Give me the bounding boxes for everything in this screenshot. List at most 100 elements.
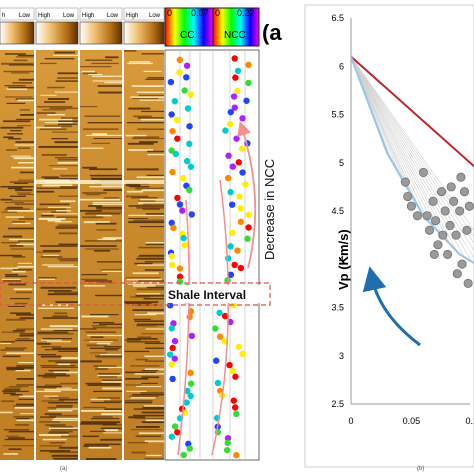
log-texture-stripe: [136, 325, 157, 327]
log-texture-stripe: [60, 117, 78, 120]
log-texture-stripe: [83, 221, 110, 224]
log-texture-stripe: [127, 62, 153, 65]
log-texture-stripe: [12, 82, 33, 84]
log-texture-stripe: [39, 203, 70, 206]
cc-label: CC: [180, 30, 194, 41]
ncc-dot: [234, 87, 241, 95]
log-texture-stripe: [80, 198, 120, 201]
log-texture-stripe: [91, 178, 122, 180]
chart-axes: 2.5 3 3.5 4 4.5 5 5.5 6 6.5 0 0.05 0.1: [331, 13, 474, 426]
chart-points: [400, 167, 474, 288]
log-texture-stripe: [19, 109, 30, 111]
data-point: [400, 177, 410, 187]
log-texture-stripe: [84, 339, 119, 341]
log-texture-stripe: [9, 238, 34, 241]
log-texture-stripe: [128, 205, 164, 207]
log-texture-stripe: [18, 179, 34, 181]
log-texture-stripe: [47, 406, 72, 409]
log-texture-stripe: [18, 194, 34, 196]
log-texture-stripe: [56, 387, 72, 389]
log-texture-stripe: [104, 82, 122, 84]
log-texture-stripe: [57, 158, 78, 161]
ncc-dot: [239, 169, 246, 176]
log-texture-stripe: [144, 440, 164, 443]
log-texture-stripe: [142, 203, 164, 205]
log-texture-stripe: [15, 370, 31, 372]
log-texture-stripe: [95, 355, 122, 357]
log-texture-stripe: [131, 138, 164, 140]
log-texture-stripe: [90, 402, 121, 404]
log-texture-stripe: [126, 168, 159, 171]
log-texture-stripe: [55, 227, 78, 229]
log-texture-stripe: [40, 94, 57, 96]
log-texture-stripe: [133, 115, 152, 118]
log-texture-stripe: [141, 411, 164, 414]
cc-dot: [188, 211, 195, 218]
model-fan-line: [350, 56, 474, 232]
log-texture-stripe: [8, 430, 34, 433]
cc-dot: [186, 445, 193, 452]
log-texture-stripe: [58, 224, 78, 227]
log-texture-stripe: [8, 138, 22, 140]
log-texture-stripe: [124, 339, 142, 341]
cc-dot: [179, 174, 187, 182]
log-texture-stripe: [53, 371, 78, 374]
model-fan-line: [350, 56, 474, 244]
log-texture-stripe: [6, 352, 34, 355]
ncc-dot: [243, 97, 250, 104]
ncc-dot: [222, 127, 229, 134]
log-texture-stripe: [138, 200, 156, 202]
log-texture-stripe: [36, 386, 63, 388]
log-texture-stripe: [80, 147, 104, 149]
log-texture-stripe: [48, 432, 70, 434]
log-texture-stripe: [58, 243, 78, 246]
log-texture-stripe: [124, 301, 159, 304]
log-texture-stripe: [141, 189, 164, 192]
log-texture-stripe: [145, 243, 164, 246]
log-texture-stripe: [81, 70, 96, 73]
log-texture-stripe: [5, 275, 28, 278]
log-texture-stripe: [38, 307, 75, 309]
log-texture-stripe: [136, 288, 164, 291]
log-texture-stripe: [48, 360, 78, 362]
log-texture-stripe: [134, 262, 153, 265]
log-texture-stripe: [16, 192, 32, 194]
track-color-scale: [0, 21, 35, 45]
data-point: [455, 206, 465, 216]
log-texture-stripe: [58, 232, 78, 235]
log-texture-stripe: [82, 216, 104, 219]
log-texture-stripe: [8, 86, 34, 89]
log-texture-stripe: [7, 210, 34, 212]
ncc-dot: [234, 67, 242, 75]
log-texture-stripe: [4, 438, 35, 441]
ncc-dot: [229, 163, 236, 170]
log-texture-stripe: [135, 294, 164, 297]
model-fan-line: [350, 56, 436, 229]
log-texture-stripe: [88, 446, 112, 449]
log-texture-stripe: [44, 413, 62, 415]
log-texture-stripe: [4, 202, 25, 204]
log-texture-stripe: [136, 293, 161, 295]
log-texture-stripe: [59, 186, 78, 188]
log-texture-stripe: [126, 341, 161, 343]
log-texture-stripe: [47, 114, 65, 116]
log-texture-stripe: [90, 176, 122, 178]
log-texture-stripe: [145, 419, 164, 422]
log-texture-stripe: [128, 218, 149, 220]
log-texture-stripe: [44, 384, 61, 386]
model-fan-line: [350, 56, 422, 212]
log-texture-stripe: [144, 458, 164, 460]
log-texture-stripe: [2, 390, 29, 392]
chart-panel: 2.5 3 3.5 4 4.5 5 5.5 6 6.5 0 0.05 0.1 Vp (Km/s) (b…: [304, 4, 474, 472]
log-texture-stripe: [144, 269, 164, 271]
log-texture-stripe: [80, 245, 117, 247]
log-texture-stripe: [81, 315, 109, 318]
log-texture-stripe: [52, 347, 78, 350]
log-texture-stripe: [140, 226, 164, 228]
cc-dot: [176, 56, 184, 64]
log-texture-stripe: [0, 342, 12, 345]
log-texture-stripe: [10, 155, 32, 157]
model-fan-line: [350, 56, 429, 222]
log-texture-stripe: [97, 85, 122, 87]
log-texture-stripe: [140, 118, 164, 121]
